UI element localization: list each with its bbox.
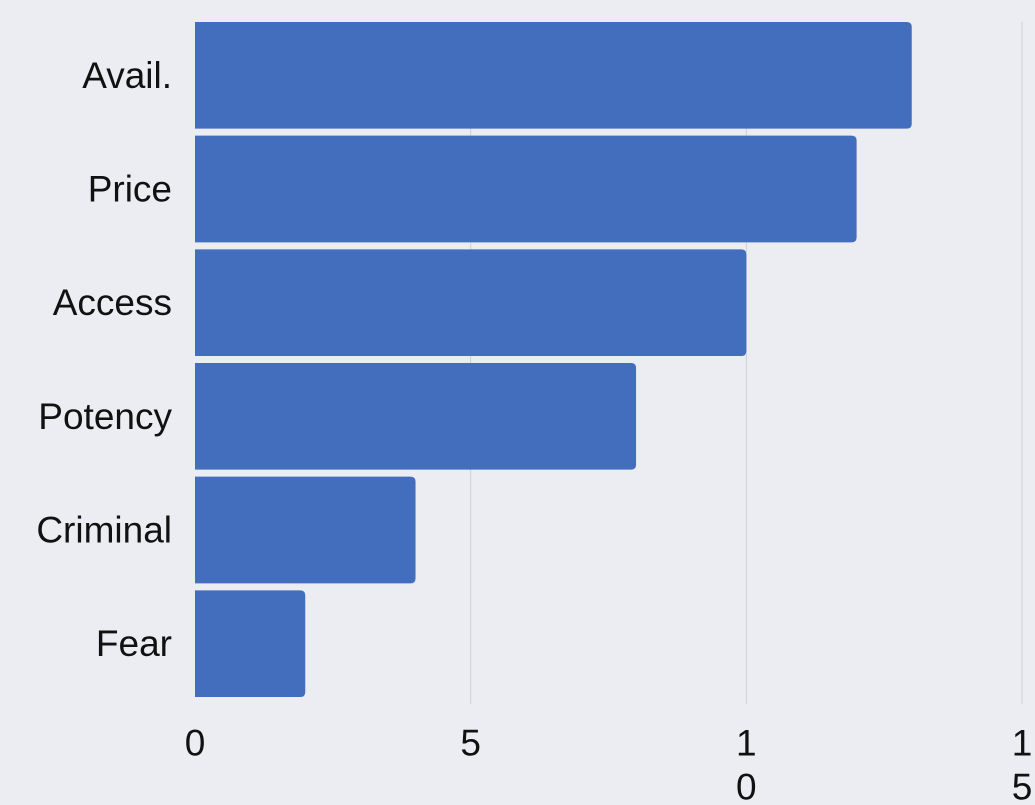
y-tick-label: Access bbox=[53, 282, 172, 323]
x-tick-label: 1 bbox=[1012, 723, 1033, 764]
y-tick-label: Criminal bbox=[36, 510, 172, 551]
bar-avail bbox=[195, 22, 912, 129]
y-tick-label: Avail. bbox=[82, 55, 172, 96]
x-tick-label: 1 bbox=[736, 723, 757, 764]
x-tick-label: 0 bbox=[185, 723, 206, 764]
bar-fear bbox=[195, 590, 306, 697]
y-tick-label: Potency bbox=[38, 396, 172, 437]
y-axis-labels: Avail. Price Access Potency Criminal Fear bbox=[36, 55, 172, 664]
bars bbox=[195, 22, 912, 697]
x-tick-label: 5 bbox=[460, 723, 481, 764]
x-tick-label: 0 bbox=[736, 767, 757, 801]
bar-price bbox=[195, 135, 857, 243]
bar-criminal bbox=[195, 476, 416, 584]
x-tick-label: 5 bbox=[1012, 767, 1033, 801]
y-tick-label: Fear bbox=[96, 623, 172, 664]
y-tick-label: Price bbox=[88, 169, 172, 210]
bar-potency bbox=[195, 363, 637, 470]
bar-access bbox=[195, 249, 747, 356]
